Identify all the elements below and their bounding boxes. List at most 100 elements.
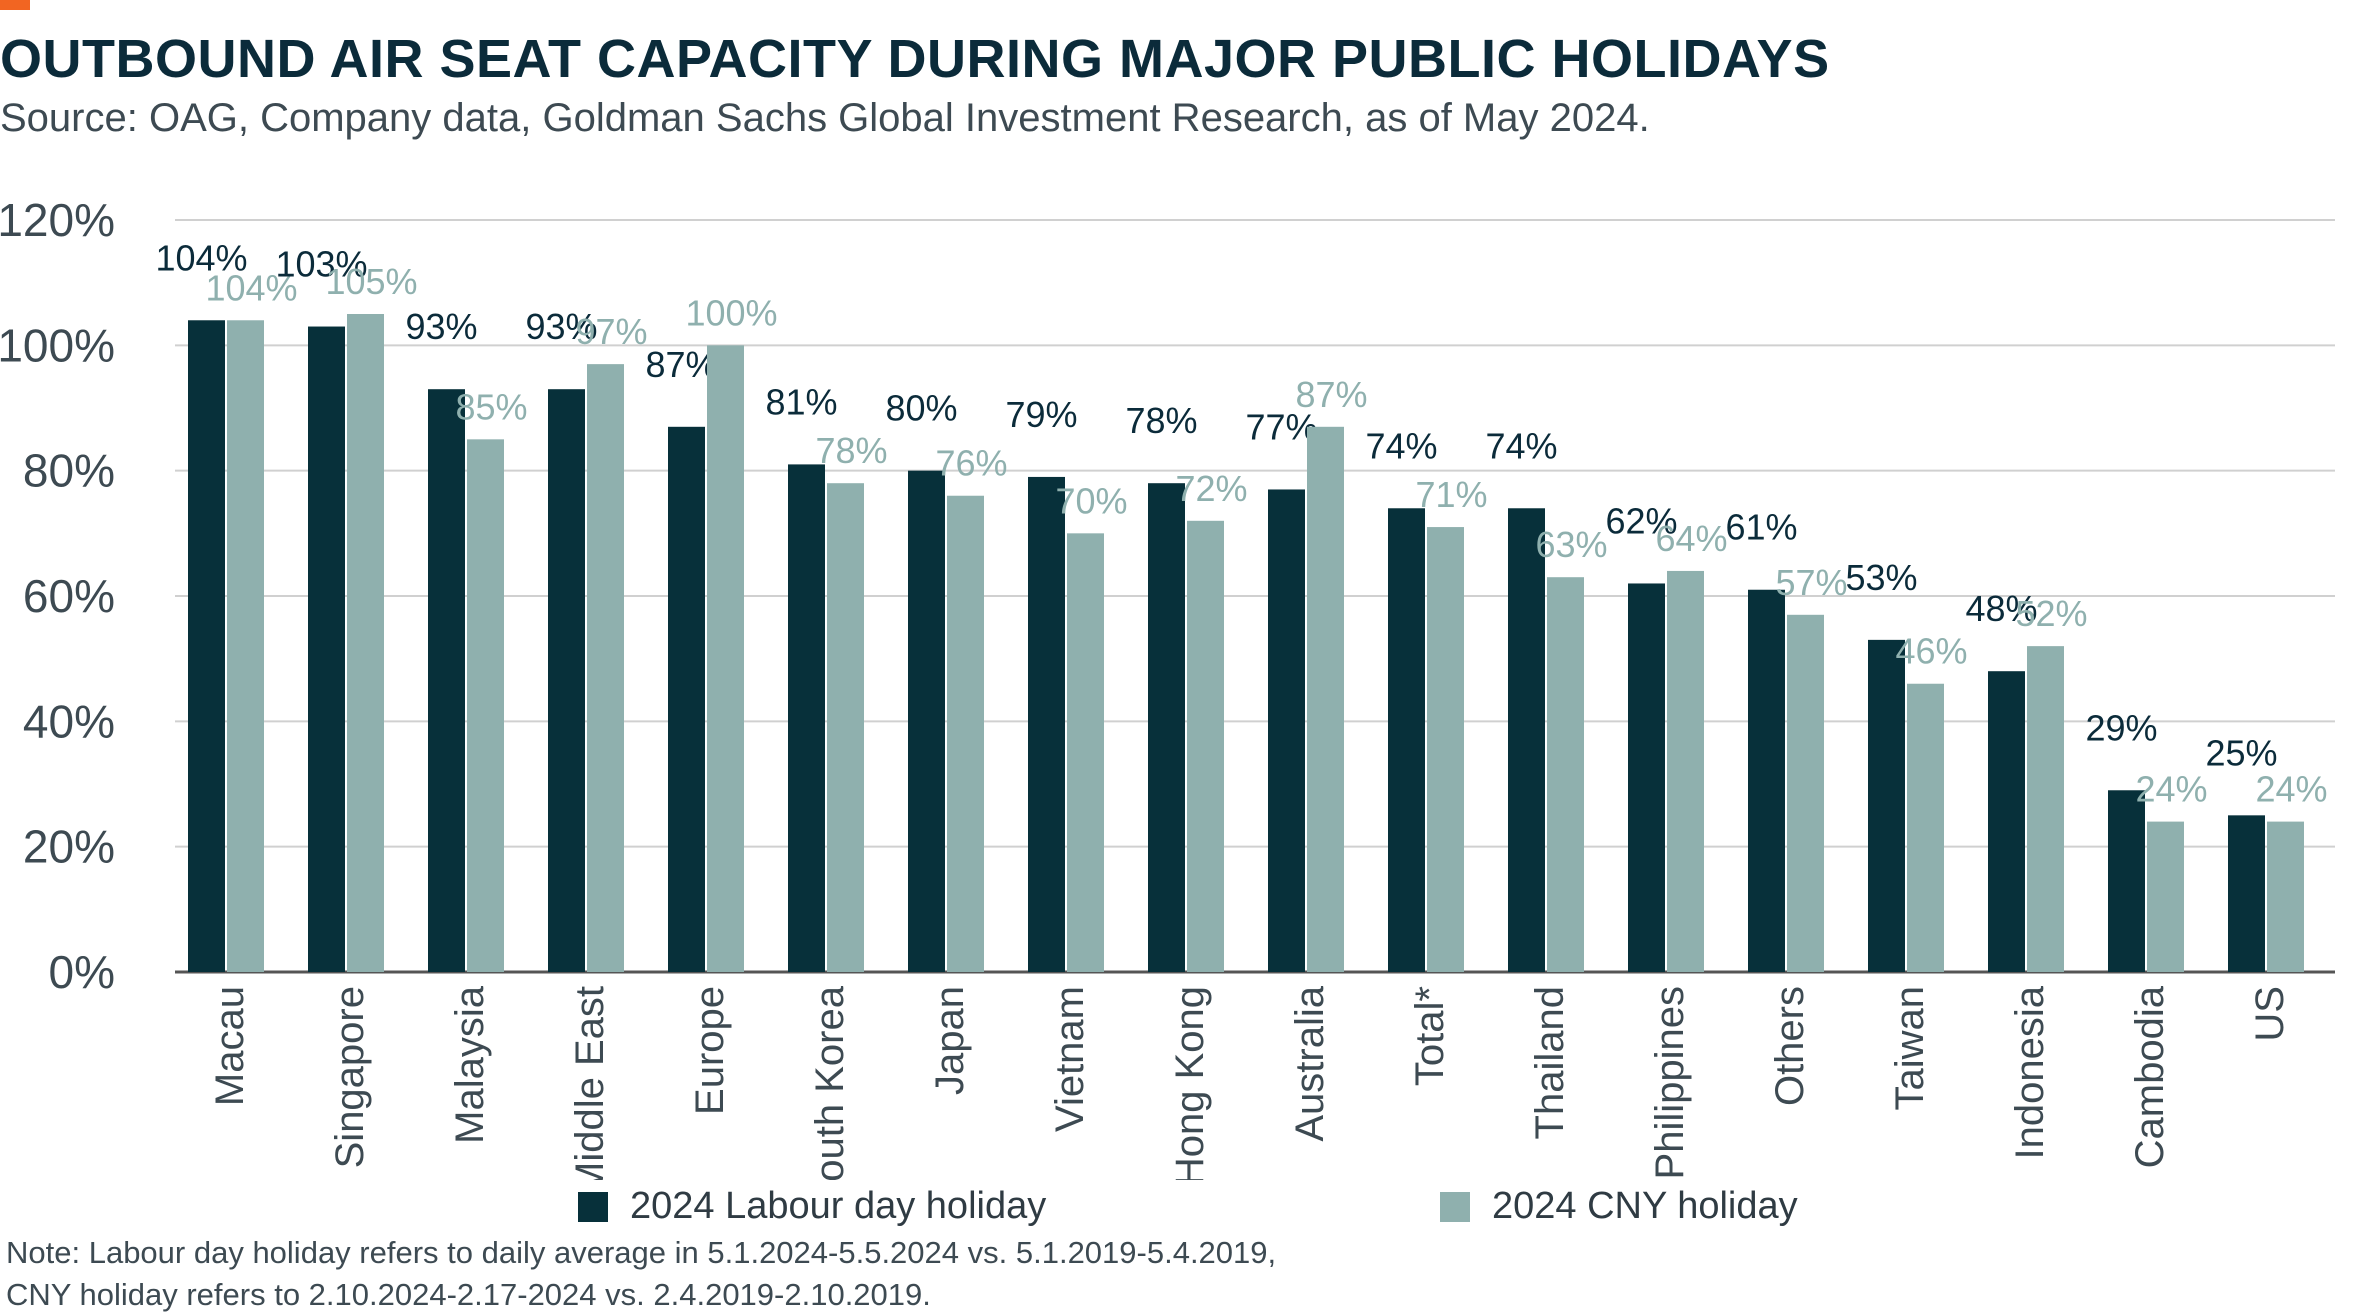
data-label-labour: 53% bbox=[1845, 557, 1917, 598]
y-tick-label: 60% bbox=[23, 570, 115, 622]
x-tick-label: Thailand bbox=[1528, 986, 1572, 1139]
x-tick-label: Hong Kong bbox=[1168, 986, 1212, 1180]
data-label-cny: 105% bbox=[325, 261, 417, 302]
data-label-cny: 64% bbox=[1655, 518, 1727, 559]
bar-labour bbox=[548, 389, 585, 972]
bar-cny bbox=[2147, 821, 2184, 972]
y-tick-label: 100% bbox=[0, 319, 115, 371]
footnote-line-1: Note: Labour day holiday refers to daily… bbox=[6, 1235, 1277, 1270]
bar-cny bbox=[1787, 614, 1824, 972]
data-label-labour: 93% bbox=[525, 306, 597, 347]
bar-labour bbox=[2108, 790, 2145, 972]
data-label-cny: 97% bbox=[575, 311, 647, 352]
x-tick-label: Japan bbox=[928, 986, 972, 1095]
footnote-line-2: CNY holiday refers to 2.10.2024-2.17-202… bbox=[6, 1277, 931, 1312]
y-tick-label: 80% bbox=[23, 445, 115, 497]
data-label-labour: 87% bbox=[645, 344, 717, 385]
y-tick-label: 20% bbox=[23, 821, 115, 873]
x-tick-label: Macau bbox=[208, 986, 252, 1106]
bar-cny bbox=[467, 439, 504, 972]
bar-cny bbox=[1187, 520, 1224, 972]
bar-cny bbox=[2027, 646, 2064, 972]
data-label-labour: 29% bbox=[2085, 707, 2157, 748]
data-label-labour: 62% bbox=[1605, 500, 1677, 541]
x-tick-label: US bbox=[2248, 986, 2292, 1042]
data-label-cny: 52% bbox=[2015, 593, 2087, 634]
bar-labour bbox=[1988, 671, 2025, 972]
x-tick-label: South Korea bbox=[808, 985, 852, 1180]
bar-labour bbox=[908, 470, 945, 972]
bar-labour bbox=[1028, 476, 1065, 972]
bar-labour bbox=[2228, 815, 2265, 972]
legend-item-cny: 2024 CNY holiday bbox=[1440, 1185, 1798, 1228]
bar-labour bbox=[668, 426, 705, 972]
legend-swatch-cny bbox=[1440, 1191, 1470, 1222]
data-label-labour: 93% bbox=[405, 306, 477, 347]
bar-chart: 0%20%40%60%80%100%120%104%104%Macau103%1… bbox=[0, 194, 2335, 1180]
bar-labour bbox=[1868, 639, 1905, 972]
bar-cny bbox=[1307, 426, 1344, 972]
bar-cny bbox=[1547, 577, 1584, 972]
data-label-labour: 79% bbox=[1005, 394, 1077, 435]
legend-swatch-labour bbox=[578, 1191, 608, 1222]
data-label-cny: 24% bbox=[2135, 769, 2207, 810]
bar-labour bbox=[1268, 489, 1305, 972]
accent-bar bbox=[0, 0, 30, 10]
bar-cny bbox=[227, 320, 264, 972]
data-label-cny: 100% bbox=[685, 292, 777, 333]
bar-cny bbox=[587, 364, 624, 973]
data-label-cny: 70% bbox=[1055, 480, 1127, 521]
x-tick-label: Indonesia bbox=[2008, 985, 2052, 1159]
data-label-labour: 77% bbox=[1245, 406, 1317, 447]
x-tick-label: Total* bbox=[1408, 986, 1452, 1086]
data-label-labour: 74% bbox=[1485, 425, 1557, 466]
bar-cny bbox=[1067, 533, 1104, 972]
data-label-cny: 72% bbox=[1175, 468, 1247, 509]
bar-cny bbox=[1427, 527, 1464, 972]
bar-labour bbox=[1148, 483, 1185, 972]
bar-labour bbox=[1508, 508, 1545, 972]
bar-labour bbox=[1748, 589, 1785, 972]
x-tick-label: Singapore bbox=[328, 986, 372, 1168]
chart-title: OUTBOUND AIR SEAT CAPACITY DURING MAJOR … bbox=[0, 29, 1830, 89]
bar-cny bbox=[347, 314, 384, 972]
bar-cny bbox=[827, 483, 864, 972]
data-label-cny: 104% bbox=[205, 267, 297, 308]
x-tick-label: Europe bbox=[688, 986, 732, 1115]
data-label-labour: 74% bbox=[1365, 425, 1437, 466]
x-tick-label: Taiwan bbox=[1888, 986, 1932, 1111]
data-label-cny: 78% bbox=[815, 430, 887, 471]
x-tick-label: Others bbox=[1768, 986, 1812, 1106]
data-label-cny: 71% bbox=[1415, 474, 1487, 515]
x-tick-label: Middle East bbox=[568, 986, 612, 1180]
legend-item-labour: 2024 Labour day holiday bbox=[578, 1185, 1046, 1228]
data-label-cny: 57% bbox=[1775, 562, 1847, 603]
data-label-cny: 24% bbox=[2255, 769, 2327, 810]
data-label-labour: 48% bbox=[1965, 588, 2037, 629]
bar-labour bbox=[788, 464, 825, 972]
bar-cny bbox=[1667, 570, 1704, 972]
bar-labour bbox=[188, 320, 225, 972]
legend-label-labour: 2024 Labour day holiday bbox=[630, 1185, 1047, 1227]
data-label-cny: 63% bbox=[1535, 524, 1607, 565]
data-label-labour: 78% bbox=[1125, 400, 1197, 441]
data-label-labour: 104% bbox=[155, 237, 247, 278]
footnote: Note: Labour day holiday refers to daily… bbox=[6, 1232, 1276, 1316]
y-tick-label: 120% bbox=[0, 194, 115, 246]
data-label-cny: 76% bbox=[935, 443, 1007, 484]
legend-label-cny: 2024 CNY holiday bbox=[1492, 1185, 1798, 1227]
y-tick-label: 0% bbox=[49, 946, 115, 998]
data-label-cny: 87% bbox=[1295, 374, 1367, 415]
bar-labour bbox=[428, 389, 465, 972]
bar-labour bbox=[1388, 508, 1425, 972]
x-tick-label: Cambodia bbox=[2128, 985, 2172, 1168]
data-label-labour: 61% bbox=[1725, 507, 1797, 548]
bar-labour bbox=[308, 326, 345, 972]
x-tick-label: Australia bbox=[1288, 985, 1332, 1141]
bar-cny bbox=[947, 495, 984, 972]
x-tick-label: Malaysia bbox=[448, 985, 492, 1144]
data-label-labour: 103% bbox=[275, 244, 367, 285]
data-label-labour: 80% bbox=[885, 388, 957, 429]
bar-labour bbox=[1628, 583, 1665, 972]
data-label-labour: 25% bbox=[2205, 732, 2277, 773]
